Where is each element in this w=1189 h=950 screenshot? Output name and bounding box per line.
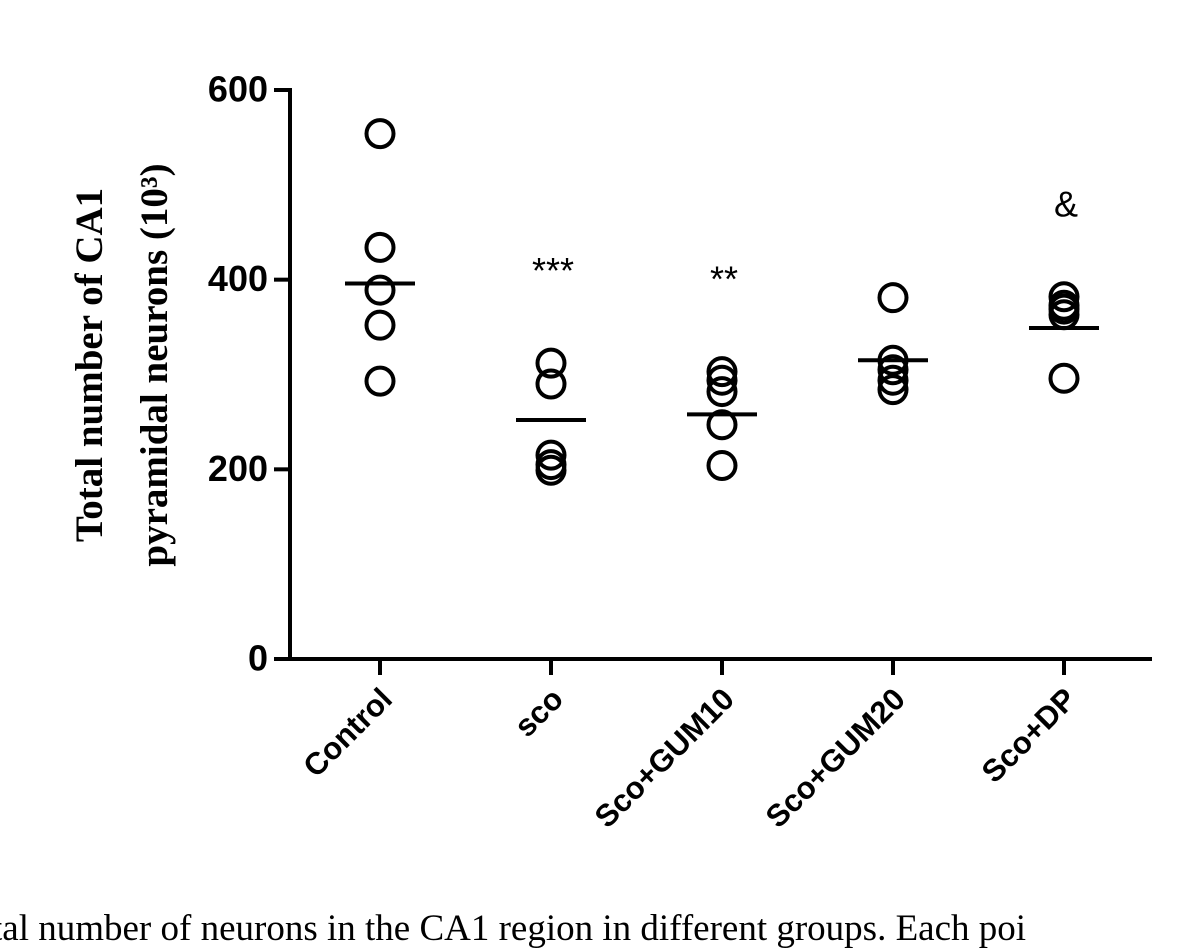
data-point <box>877 374 909 406</box>
data-point <box>364 274 396 306</box>
data-point <box>1048 362 1080 394</box>
significance-mark: *** <box>532 250 574 291</box>
significance-mark: ** <box>710 259 738 300</box>
y-tick-label: 0 <box>248 638 268 679</box>
data-point <box>1048 281 1080 313</box>
data-point <box>535 454 567 486</box>
significance-mark: & <box>1054 184 1078 225</box>
data-point <box>877 282 909 314</box>
data-point <box>706 356 738 388</box>
data-point <box>364 231 396 263</box>
x-tick-label: Sco+DP <box>975 681 1083 789</box>
data-point <box>535 439 567 471</box>
data-point <box>706 450 738 482</box>
data-point <box>877 364 909 396</box>
caption: tal number of neurons in the CA1 region … <box>0 908 1026 949</box>
x-tick-label: Sco+GUM10 <box>588 681 741 834</box>
data-point <box>364 365 396 397</box>
data-point <box>877 354 909 386</box>
data-point <box>706 409 738 441</box>
data-point <box>535 368 567 400</box>
data-point <box>364 118 396 150</box>
y-tick-label: 200 <box>208 448 268 489</box>
y-tick-label: 600 <box>208 69 268 110</box>
data-point <box>364 309 396 341</box>
y-axis-label: pyramidal neurons (10³) <box>133 163 176 566</box>
y-tick-label: 400 <box>208 258 268 299</box>
x-tick-label: Control <box>296 681 399 784</box>
data-point <box>706 364 738 396</box>
x-tick-label: Sco+GUM20 <box>759 681 912 834</box>
y-axis-label: Total number of CA1 <box>68 188 111 542</box>
data-point <box>535 347 567 379</box>
data-point <box>706 376 738 408</box>
x-tick-label: sco <box>507 681 570 744</box>
